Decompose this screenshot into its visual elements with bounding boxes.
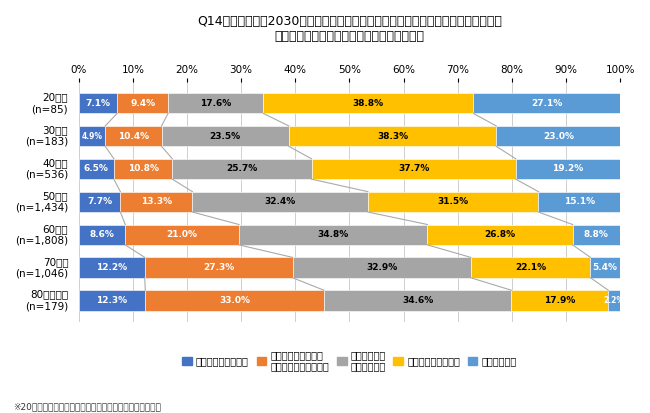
Text: 38.3%: 38.3% (377, 132, 408, 140)
Bar (538, 192, 620, 212)
Legend: かならず達成できる, 期限までは無理だが
近いうちに達成できる, 達成できるが
時間がかかる, 達成は難しいと思う, 達成できない: かならず達成できる, 期限までは無理だが 近いうちに達成できる, 達成できるが … (179, 346, 521, 375)
Bar (79, 290, 146, 311)
Bar (79, 126, 105, 146)
Text: 25.7%: 25.7% (226, 164, 257, 173)
Text: 17.9%: 17.9% (544, 296, 575, 305)
Bar (512, 290, 608, 311)
Text: 33.0%: 33.0% (219, 296, 250, 305)
Bar (145, 257, 292, 278)
Bar (590, 257, 619, 278)
Bar (324, 290, 512, 311)
Bar (292, 257, 471, 278)
Text: 34.6%: 34.6% (402, 296, 434, 305)
Text: 38.8%: 38.8% (353, 99, 384, 108)
Text: 12.2%: 12.2% (96, 263, 127, 272)
Bar (79, 257, 145, 278)
Text: 34.8%: 34.8% (318, 230, 349, 239)
Text: 2.2%: 2.2% (604, 296, 625, 305)
Bar (172, 159, 311, 179)
Text: 26.8%: 26.8% (484, 230, 515, 239)
Text: 10.4%: 10.4% (118, 132, 149, 140)
Text: 37.7%: 37.7% (398, 164, 429, 173)
Bar (120, 192, 192, 212)
Text: 17.6%: 17.6% (200, 99, 231, 108)
Bar (311, 159, 515, 179)
Bar (573, 225, 620, 245)
Bar (368, 192, 538, 212)
Text: 21.0%: 21.0% (166, 230, 198, 239)
Bar (114, 159, 172, 179)
Text: 6.5%: 6.5% (84, 164, 109, 173)
Text: 10.8%: 10.8% (127, 164, 159, 173)
Bar (105, 126, 162, 146)
Text: 23.0%: 23.0% (543, 132, 574, 140)
Bar (608, 290, 620, 311)
Text: ※20歳未満は対象人数が少ないため、表には含めません。: ※20歳未満は対象人数が少ないため、表には含めません。 (13, 402, 161, 411)
Text: 19.2%: 19.2% (552, 164, 583, 173)
Text: 4.9%: 4.9% (81, 132, 103, 140)
Bar (79, 93, 117, 114)
Bar (239, 225, 428, 245)
Text: 22.1%: 22.1% (515, 263, 546, 272)
Title: Q14国の目指す「2030年半ばまでに国内で販売する新車からガソリン車をなくす」
という目標についてどのように思いますか？: Q14国の目指す「2030年半ばまでに国内で販売する新車からガソリン車をなくす」… (197, 15, 502, 43)
Bar (289, 126, 496, 146)
Bar (125, 225, 239, 245)
Text: 13.3%: 13.3% (141, 197, 172, 206)
Text: 8.6%: 8.6% (90, 230, 114, 239)
Text: 31.5%: 31.5% (437, 197, 469, 206)
Bar (496, 126, 621, 146)
Bar (79, 192, 120, 212)
Bar (192, 192, 368, 212)
Text: 9.4%: 9.4% (130, 99, 155, 108)
Text: 32.9%: 32.9% (366, 263, 397, 272)
Text: 32.4%: 32.4% (265, 197, 296, 206)
Text: 8.8%: 8.8% (584, 230, 609, 239)
Text: 23.5%: 23.5% (209, 132, 240, 140)
Text: 5.4%: 5.4% (593, 263, 618, 272)
Bar (471, 257, 590, 278)
Bar (473, 93, 620, 114)
Text: 15.1%: 15.1% (564, 197, 595, 206)
Bar (168, 93, 263, 114)
Bar (515, 159, 619, 179)
Text: 27.3%: 27.3% (203, 263, 234, 272)
Bar (428, 225, 573, 245)
Text: 7.1%: 7.1% (85, 99, 111, 108)
Bar (162, 126, 289, 146)
Bar (79, 159, 114, 179)
Bar (79, 225, 125, 245)
Bar (146, 290, 324, 311)
Text: 7.7%: 7.7% (87, 197, 112, 206)
Bar (117, 93, 168, 114)
Bar (263, 93, 473, 114)
Text: 12.3%: 12.3% (96, 296, 127, 305)
Text: 27.1%: 27.1% (531, 99, 562, 108)
